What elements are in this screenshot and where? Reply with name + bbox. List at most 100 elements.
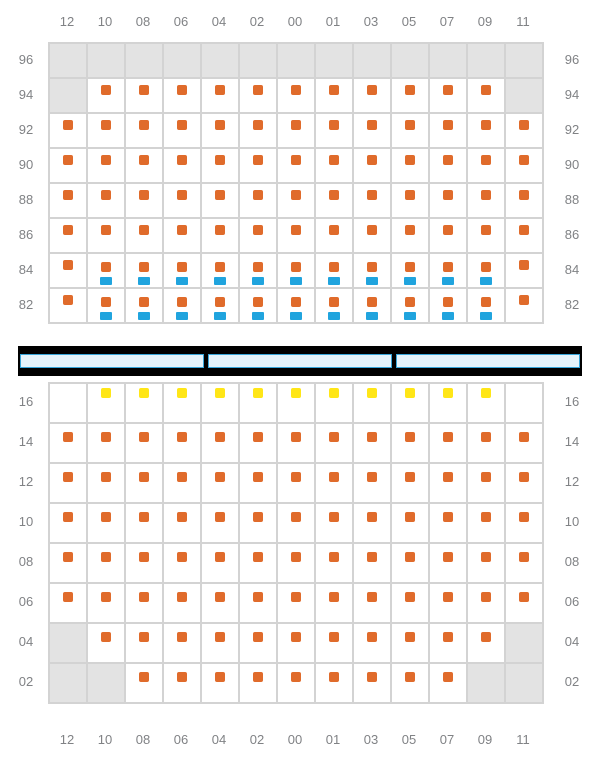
slot[interactable] [239, 663, 277, 703]
slot[interactable] [87, 78, 125, 113]
slot[interactable] [391, 183, 429, 218]
slot[interactable] [87, 148, 125, 183]
slot[interactable] [391, 253, 429, 288]
slot[interactable] [49, 288, 87, 323]
slot[interactable] [87, 253, 125, 288]
slot[interactable] [429, 423, 467, 463]
slot[interactable] [277, 503, 315, 543]
slot[interactable] [315, 183, 353, 218]
slot[interactable] [505, 383, 543, 423]
slot[interactable] [201, 183, 239, 218]
slot[interactable] [49, 503, 87, 543]
slot[interactable] [87, 218, 125, 253]
slot[interactable] [201, 148, 239, 183]
slot[interactable] [315, 253, 353, 288]
slot[interactable] [315, 218, 353, 253]
slot[interactable] [163, 113, 201, 148]
slot[interactable] [239, 583, 277, 623]
slot[interactable] [505, 78, 543, 113]
slot[interactable] [163, 383, 201, 423]
slot[interactable] [125, 78, 163, 113]
slot[interactable] [505, 543, 543, 583]
slot[interactable] [163, 423, 201, 463]
slot[interactable] [201, 113, 239, 148]
slot[interactable] [315, 383, 353, 423]
slot[interactable] [315, 543, 353, 583]
slot[interactable] [125, 463, 163, 503]
slot[interactable] [277, 113, 315, 148]
slot[interactable] [49, 218, 87, 253]
slot[interactable] [467, 423, 505, 463]
slot[interactable] [467, 43, 505, 78]
slot[interactable] [87, 463, 125, 503]
slot[interactable] [201, 218, 239, 253]
slot[interactable] [87, 383, 125, 423]
slot[interactable] [315, 288, 353, 323]
slot[interactable] [87, 663, 125, 703]
slot[interactable] [49, 148, 87, 183]
slot[interactable] [277, 623, 315, 663]
slot[interactable] [505, 148, 543, 183]
slot[interactable] [163, 623, 201, 663]
slot[interactable] [391, 148, 429, 183]
slot[interactable] [353, 623, 391, 663]
slot[interactable] [201, 423, 239, 463]
slot[interactable] [163, 78, 201, 113]
slot[interactable] [429, 183, 467, 218]
slot[interactable] [125, 43, 163, 78]
slot[interactable] [49, 623, 87, 663]
slot[interactable] [163, 253, 201, 288]
slot[interactable] [391, 423, 429, 463]
slot[interactable] [353, 148, 391, 183]
slot[interactable] [277, 78, 315, 113]
slot[interactable] [87, 503, 125, 543]
slot[interactable] [277, 663, 315, 703]
slot[interactable] [201, 543, 239, 583]
slot[interactable] [163, 288, 201, 323]
slot[interactable] [277, 218, 315, 253]
slot[interactable] [467, 218, 505, 253]
slot[interactable] [391, 543, 429, 583]
slot[interactable] [125, 148, 163, 183]
slot[interactable] [201, 503, 239, 543]
slot[interactable] [391, 623, 429, 663]
slot[interactable] [201, 78, 239, 113]
slot[interactable] [239, 423, 277, 463]
slot[interactable] [391, 218, 429, 253]
slot[interactable] [505, 463, 543, 503]
slot[interactable] [429, 218, 467, 253]
slot[interactable] [87, 423, 125, 463]
slot[interactable] [467, 253, 505, 288]
slot[interactable] [125, 288, 163, 323]
slot[interactable] [277, 43, 315, 78]
slot[interactable] [429, 113, 467, 148]
slot[interactable] [125, 183, 163, 218]
slot[interactable] [429, 463, 467, 503]
slot[interactable] [391, 78, 429, 113]
slot[interactable] [239, 543, 277, 583]
slot[interactable] [277, 148, 315, 183]
slot[interactable] [163, 43, 201, 78]
slot[interactable] [353, 543, 391, 583]
slot[interactable] [125, 503, 163, 543]
slot[interactable] [201, 43, 239, 78]
slot[interactable] [87, 113, 125, 148]
slot[interactable] [87, 623, 125, 663]
slot[interactable] [467, 288, 505, 323]
slot[interactable] [125, 383, 163, 423]
slot[interactable] [315, 148, 353, 183]
slot[interactable] [277, 423, 315, 463]
slot[interactable] [429, 148, 467, 183]
slot[interactable] [239, 78, 277, 113]
slot[interactable] [277, 463, 315, 503]
slot[interactable] [239, 383, 277, 423]
slot[interactable] [315, 463, 353, 503]
slot[interactable] [353, 113, 391, 148]
slot[interactable] [125, 543, 163, 583]
slot[interactable] [353, 423, 391, 463]
slot[interactable] [125, 218, 163, 253]
slot[interactable] [429, 503, 467, 543]
slot[interactable] [49, 78, 87, 113]
slot[interactable] [505, 423, 543, 463]
slot[interactable] [353, 663, 391, 703]
